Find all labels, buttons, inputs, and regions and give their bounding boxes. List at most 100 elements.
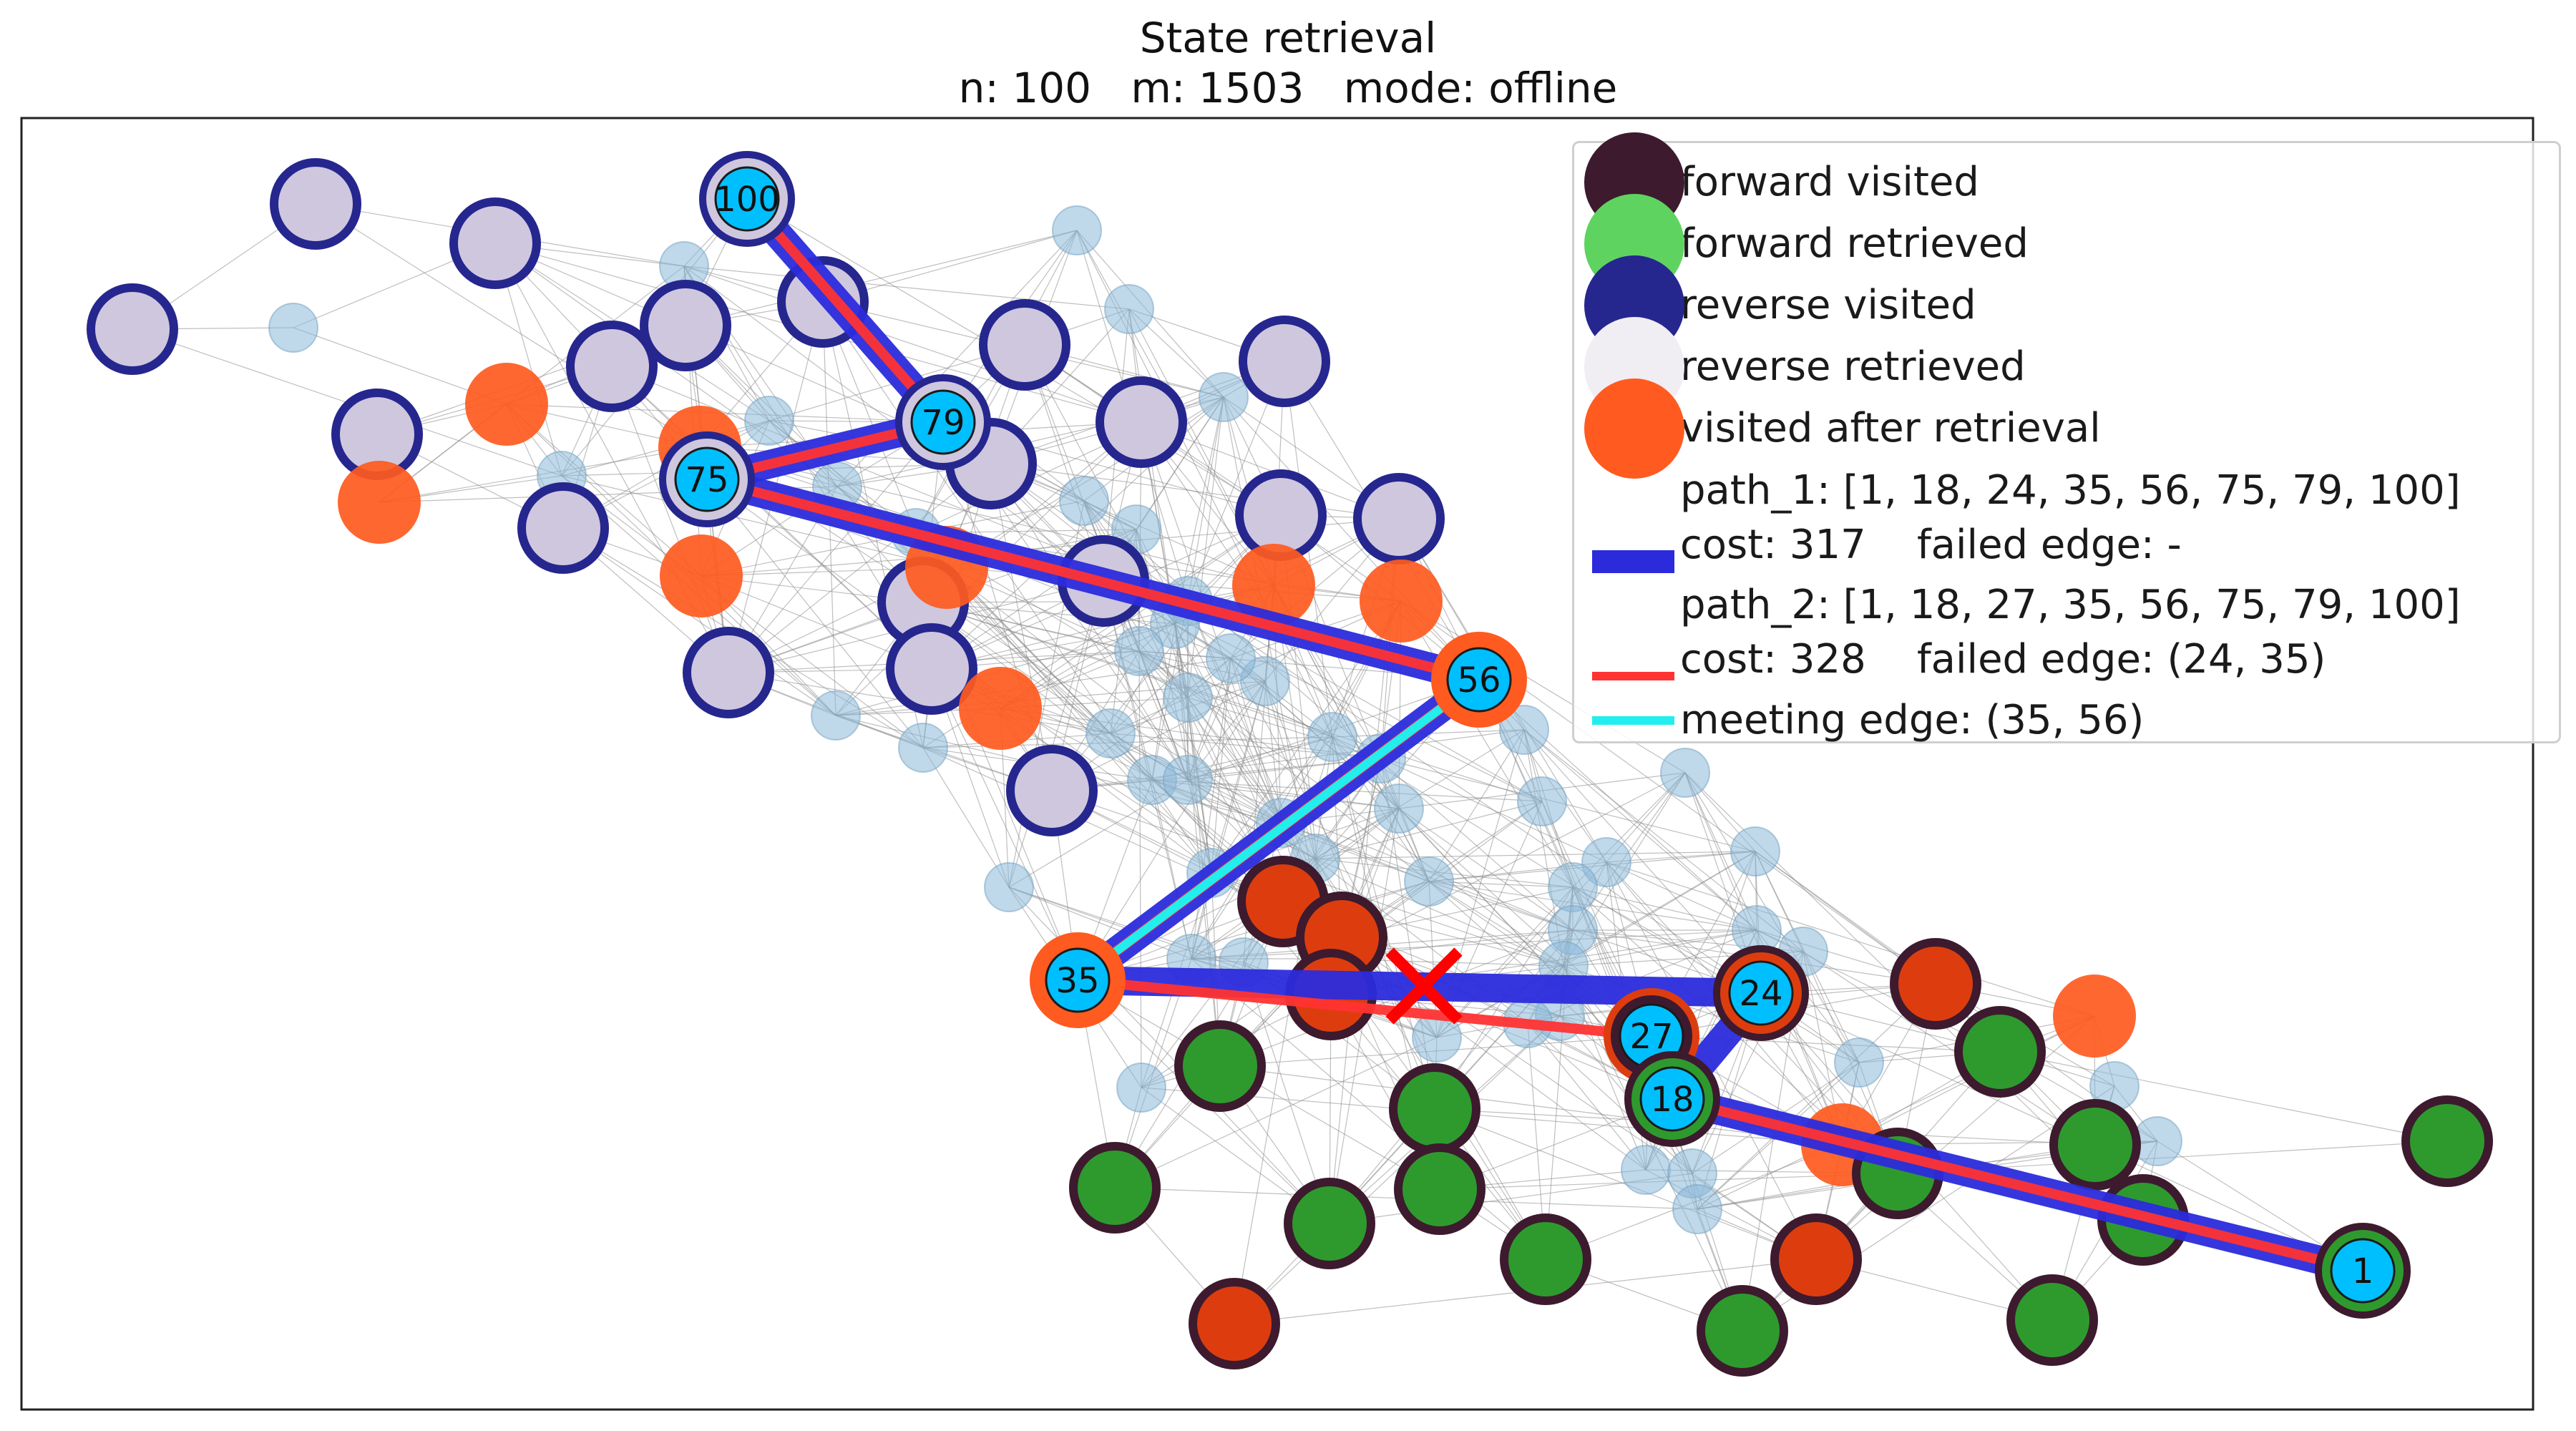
graph-edge xyxy=(1280,822,1430,882)
reverse-retrieved-node xyxy=(683,627,774,718)
visited-after-retrieval-node xyxy=(2053,975,2136,1058)
title-line-1: State retrieval xyxy=(1139,14,1437,62)
unvisited-node xyxy=(1116,1063,1166,1113)
reverse-retrieved-node xyxy=(1239,316,1330,407)
legend-entry-path-2: path_2: [1, 18, 27, 35, 56, 75, 79, 100]… xyxy=(1574,578,2461,687)
graph-edge xyxy=(1523,729,1757,931)
unvisited-node xyxy=(1834,1037,1884,1088)
visited-after-retrieval-node xyxy=(959,667,1042,750)
path-2-edge xyxy=(1671,1094,2364,1276)
graph-edge xyxy=(1234,1015,1561,1324)
legend-swatch xyxy=(1574,690,1674,751)
graph-edge xyxy=(922,602,1543,802)
graph-edge xyxy=(1114,1037,1438,1188)
node-label: 18 xyxy=(1650,1080,1694,1120)
node-core xyxy=(674,446,740,512)
graph-edge xyxy=(1398,808,1574,931)
forward-visited-node xyxy=(1770,1213,1862,1305)
forward-retrieved-node xyxy=(1389,1063,1480,1155)
forward-retrieved-node xyxy=(2049,1099,2141,1191)
plot-frame xyxy=(20,117,2534,1411)
graph-edge xyxy=(1211,658,1231,874)
legend-entry-meeting-edge: meeting edge: (35, 56) xyxy=(1574,690,2144,751)
unvisited-node xyxy=(1199,372,1249,422)
legend-line xyxy=(1592,672,1674,680)
unvisited-node xyxy=(1163,755,1213,805)
graph-edge xyxy=(1527,1022,1646,1171)
graph-edge xyxy=(990,463,1053,791)
graph-edge xyxy=(506,404,702,577)
graph-edge xyxy=(1077,680,1266,981)
path-node-100: 100 xyxy=(699,151,795,247)
path-node-24: 24 xyxy=(1713,945,1809,1041)
graph-edge xyxy=(706,479,924,748)
unvisited-node xyxy=(1052,205,1102,255)
graph-edge xyxy=(1606,861,2095,1017)
graph-edge xyxy=(1191,958,1546,1260)
legend-line xyxy=(1592,716,1674,725)
graph-edge xyxy=(1187,396,1224,602)
path-2-edge xyxy=(743,195,947,426)
node-label: 27 xyxy=(1629,1017,1673,1057)
legend-label: forward retrieved xyxy=(1680,220,2029,267)
graph-edge xyxy=(1138,650,1282,824)
visited-after-retrieval-node xyxy=(660,534,743,617)
graph-edge xyxy=(915,230,1078,534)
node-label: 1 xyxy=(2352,1251,2374,1291)
graph-edge xyxy=(1008,887,1192,959)
graph-edge xyxy=(1999,1051,2448,1142)
path-2-edge xyxy=(1077,975,1652,1041)
graph-edge xyxy=(1191,658,1231,959)
node-label: 100 xyxy=(714,180,780,220)
graph-edge xyxy=(1563,929,1757,967)
graph-edge xyxy=(728,421,944,673)
graph-edge xyxy=(1684,772,1757,931)
graph-edge xyxy=(1264,680,1316,859)
path-2-edge xyxy=(706,474,1480,685)
forward-visited-node xyxy=(1189,1278,1280,1369)
unvisited-node xyxy=(898,723,948,773)
graph-edge xyxy=(1187,736,1333,781)
unvisited-node xyxy=(1660,748,1710,798)
unvisited-node xyxy=(984,862,1034,912)
graph-edge xyxy=(728,463,992,673)
forward-retrieved-node xyxy=(1069,1142,1161,1234)
graph-edge xyxy=(561,475,947,568)
graph-edge xyxy=(1141,421,1400,519)
graph-edge xyxy=(1187,396,1224,698)
node-core xyxy=(2330,1238,2396,1304)
graph-edge xyxy=(1008,580,1104,888)
graph-edge xyxy=(1436,851,1756,1038)
legend-entry-path-1: path_1: [1, 18, 24, 35, 56, 75, 79, 100]… xyxy=(1574,464,2461,573)
graph-edge xyxy=(1314,851,1756,859)
node-core xyxy=(714,166,780,232)
unvisited-node xyxy=(1374,783,1424,834)
graph-edge xyxy=(1187,779,1400,809)
forward-retrieved-node xyxy=(1284,1178,1375,1269)
failed-edge-marker xyxy=(1385,947,1463,1025)
graph-edge xyxy=(1380,758,1607,863)
unvisited-node xyxy=(1163,673,1213,723)
unvisited-node xyxy=(1085,708,1136,758)
unvisited-node xyxy=(744,396,794,446)
unvisited-node xyxy=(1104,284,1154,334)
forward-retrieved-node xyxy=(1174,1020,1266,1112)
visited-after-retrieval-node xyxy=(1232,544,1315,627)
graph-edge xyxy=(1760,992,2096,1146)
path-node-79: 79 xyxy=(895,374,991,470)
node-core xyxy=(910,389,976,455)
unvisited-node xyxy=(1517,776,1567,826)
unvisited-node xyxy=(1548,862,1598,912)
graph-edge xyxy=(506,404,944,423)
legend-label: forward visited xyxy=(1680,159,1979,205)
reverse-retrieved-node xyxy=(87,283,178,375)
reverse-retrieved-node xyxy=(517,482,609,574)
legend-label: reverse visited xyxy=(1680,282,1976,328)
graph-edge xyxy=(1527,1022,1693,1174)
graph-edge xyxy=(1572,887,1757,931)
graph-edge xyxy=(1191,929,1757,959)
graph-edge xyxy=(922,747,1010,888)
forward-retrieved-node xyxy=(1394,1143,1485,1235)
graph-edge xyxy=(1211,680,1266,874)
